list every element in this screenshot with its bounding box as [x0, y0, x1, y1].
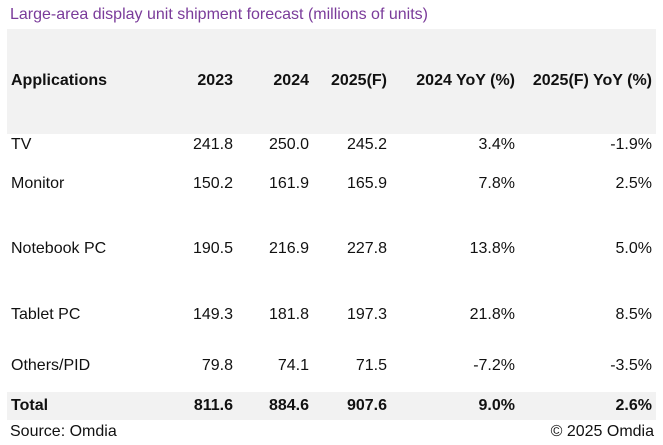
row-tv-2023: 241.8: [192, 136, 233, 153]
total-2025f-yoy: 2.6%: [615, 397, 652, 414]
row-tablet-2023: 149.3: [192, 306, 233, 323]
row-monitor-2024-yoy: 7.8%: [478, 175, 515, 192]
header-band: [7, 29, 656, 134]
row-monitor-application: Monitor: [11, 175, 65, 192]
copyright-note: © 2025 Omdia: [550, 423, 654, 440]
row-others-2023: 79.8: [201, 357, 233, 374]
total-2024: 884.6: [268, 397, 309, 414]
total-2024-yoy: 9.0%: [478, 397, 515, 414]
header-2024: 2024: [273, 72, 309, 89]
row-tablet-2025f-yoy: 8.5%: [615, 306, 652, 323]
row-monitor-2025f: 165.9: [346, 175, 387, 192]
row-tv-2024: 250.0: [268, 136, 309, 153]
row-notebook-2025f: 227.8: [346, 240, 387, 257]
row-tablet-2025f: 197.3: [346, 306, 387, 323]
header-2023: 2023: [197, 72, 233, 89]
header-applications: Applications: [11, 72, 108, 89]
header-2025f-yoy: 2025(F) YoY (%): [532, 72, 652, 89]
row-notebook-application: Notebook PC: [11, 240, 107, 257]
total-label: Total: [11, 397, 49, 414]
table-title: Large-area display unit shipment forecas…: [10, 6, 428, 23]
row-others-2024: 74.1: [277, 357, 309, 374]
total-band: [7, 392, 656, 420]
header-2025f: 2025(F): [330, 72, 387, 89]
header-2024-yoy: 2024 YoY (%): [416, 72, 515, 89]
row-tablet-2024: 181.8: [268, 306, 309, 323]
row-tv-2025f: 245.2: [346, 136, 387, 153]
row-notebook-2025f-yoy: 5.0%: [615, 240, 652, 257]
row-tv-2024-yoy: 3.4%: [478, 136, 515, 153]
row-notebook-2023: 190.5: [192, 240, 233, 257]
total-2025f: 907.6: [346, 397, 387, 414]
row-tv-2025f-yoy: -1.9%: [610, 136, 652, 153]
row-tablet-application: Tablet PC: [11, 306, 81, 323]
row-others-2024-yoy: -7.2%: [473, 357, 515, 374]
row-tablet-2024-yoy: 21.8%: [469, 306, 515, 323]
row-monitor-2023: 150.2: [192, 175, 233, 192]
row-others-2025f: 71.5: [355, 357, 387, 374]
row-notebook-2024: 216.9: [268, 240, 309, 257]
row-notebook-2024-yoy: 13.8%: [469, 240, 515, 257]
row-others-2025f-yoy: -3.5%: [610, 357, 652, 374]
total-2023: 811.6: [193, 397, 233, 414]
row-monitor-2024: 161.9: [268, 175, 309, 192]
row-others-application: Others/PID: [11, 357, 91, 374]
row-tv-application: TV: [11, 136, 32, 153]
row-monitor-2025f-yoy: 2.5%: [615, 175, 652, 192]
source-note: Source: Omdia: [10, 423, 117, 440]
